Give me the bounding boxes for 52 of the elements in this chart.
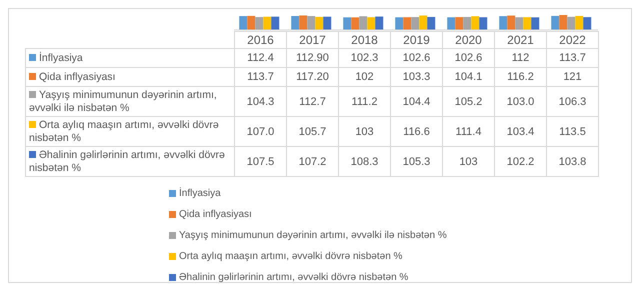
data-label: 121 — [546, 68, 598, 86]
data-label: 117.20 — [286, 68, 338, 86]
legend-label: Orta aylıq maaşın artımı, əvvəlki dövrə nisbətən % — [26, 116, 234, 146]
data-label: 113.7 — [234, 68, 286, 86]
data-label: 102.3 — [338, 48, 390, 68]
data-label: 107.2 — [286, 146, 338, 176]
data-label: 107.0 — [234, 116, 286, 146]
data-label: 106.3 — [546, 86, 598, 116]
data-label: 113.5 — [546, 116, 598, 146]
data-label: 102.2 — [494, 146, 546, 176]
legend-label: İnflyasiya — [26, 48, 234, 68]
data-label: 105.7 — [286, 116, 338, 146]
data-label: 104.4 — [390, 86, 442, 116]
text: Yaşyış minimumunun dəyərinin artımı, əvvəlki ilə nisbətən % — [179, 230, 447, 241]
x-tick-label: 2018 — [338, 32, 390, 48]
data-label: 108.3 — [338, 146, 390, 176]
x-tick-label: 2016 — [234, 32, 286, 48]
x-tick-label: 2022 — [546, 32, 598, 48]
data-label: 102.6 — [442, 48, 494, 68]
data-label: 113.7 — [546, 48, 598, 68]
x-tick-label: 2019 — [390, 32, 442, 48]
text: Qida inflyasiyası — [179, 209, 252, 220]
text: İnflyasiya — [179, 188, 221, 199]
x-tick-label: 2020 — [442, 32, 494, 48]
data-label: 104.1 — [442, 68, 494, 86]
x-tick-label: 2021 — [494, 32, 546, 48]
data-label: 116.6 — [390, 116, 442, 146]
data-label: 107.5 — [234, 146, 286, 176]
data-label: 103 — [338, 116, 390, 146]
text: Orta aylıq maaşın artımı, əvvəlki dövrə nisbətən % — [179, 251, 402, 262]
data-label: 103.8 — [546, 146, 598, 176]
data-label: 102 — [338, 68, 390, 86]
legend-label: Yaşyış minimumunun dəyərinin artımı, əvvəlki ilə nisbətən % — [26, 86, 234, 116]
data-label: 105.2 — [442, 86, 494, 116]
data-label: 111.4 — [442, 116, 494, 146]
data-label: 103 — [442, 146, 494, 176]
legend-label: Qida inflyasiyası — [26, 68, 234, 86]
x-tick-label: 2017 — [286, 32, 338, 48]
data-label: 102.6 — [390, 48, 442, 68]
text: Əhalinin gəlirlərinin artımı, əvvəlki dövrə nisbətən % — [179, 272, 408, 283]
data-label: 112.7 — [286, 86, 338, 116]
data-label: 112.4 — [234, 48, 286, 68]
data-label: 112.90 — [286, 48, 338, 68]
data-label: 103.4 — [494, 116, 546, 146]
legend-label: Əhalinin gəlirlərinin artımı, əvvəlki dövrə nisbətən % — [26, 146, 234, 176]
data-label: 105.3 — [390, 146, 442, 176]
data-label: 112 — [494, 48, 546, 68]
data-label: 111.2 — [338, 86, 390, 116]
data-label: 116.2 — [494, 68, 546, 86]
data-label: 104.3 — [234, 86, 286, 116]
data-label: 103.3 — [390, 68, 442, 86]
data-label: 103.0 — [494, 86, 546, 116]
